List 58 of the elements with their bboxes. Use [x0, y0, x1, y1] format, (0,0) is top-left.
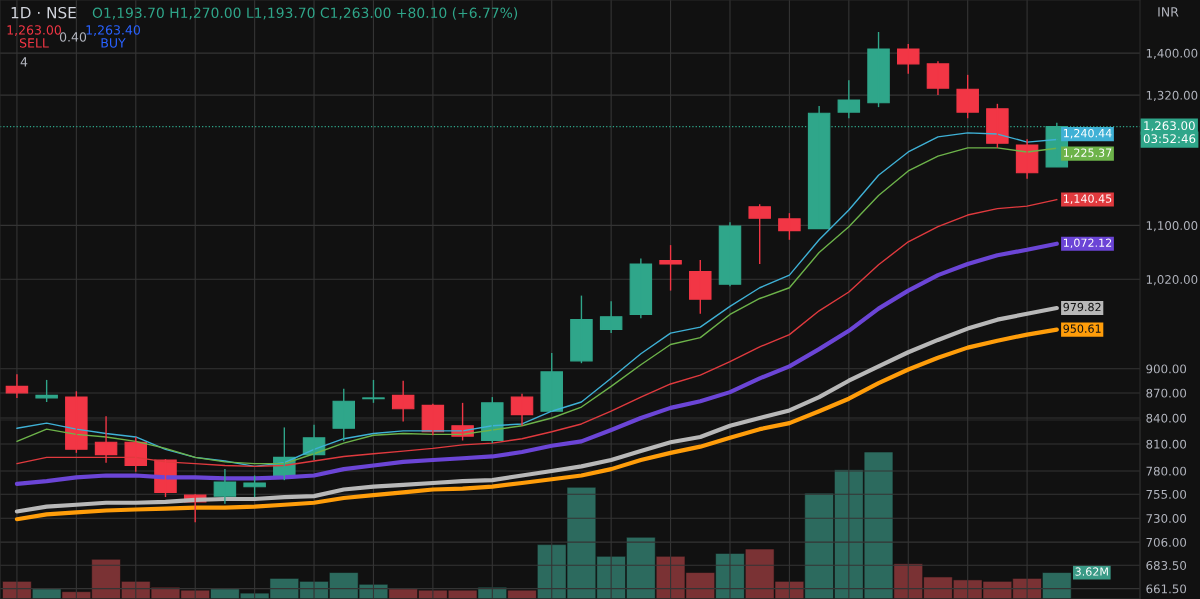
data-label: 979.82 — [1063, 302, 1101, 312]
candlestick — [897, 43, 920, 75]
y-tick-label: 870.00 — [1146, 388, 1187, 398]
y-tick-label: 706.00 — [1146, 537, 1187, 547]
candlestick — [926, 60, 950, 96]
candlestick — [243, 474, 266, 498]
y-tick-label: 661.50 — [1146, 584, 1187, 594]
text: 03:52:46 — [1143, 134, 1196, 144]
annotation: 0.40 — [59, 32, 87, 42]
candlestick — [362, 379, 385, 404]
line-series — [14, 241, 1059, 486]
candlestick — [837, 79, 861, 119]
data-label: 1,072.12 — [1063, 238, 1112, 249]
candlestick — [65, 390, 88, 454]
candlestick — [629, 257, 653, 319]
y-tick-label: 1,020.00 — [1146, 275, 1198, 286]
y-tick-label: 840.00 — [1146, 413, 1187, 423]
candlestick — [391, 380, 415, 423]
candlestick — [5, 373, 29, 399]
candlestick — [570, 294, 593, 364]
data-label: 950.61 — [1063, 324, 1101, 333]
candlestick — [867, 31, 890, 108]
data-label: 1,225.37 — [1063, 148, 1112, 158]
candlestick — [481, 396, 504, 444]
candlestick — [986, 103, 1009, 149]
candlestick — [659, 244, 682, 292]
text: INR — [1158, 7, 1179, 17]
candlestick — [510, 393, 534, 427]
y-tick-label: 755.00 — [1146, 489, 1187, 499]
annotation: 1,263.40 — [86, 25, 140, 36]
y-tick-label: 810.00 — [1146, 439, 1187, 449]
candlestick — [689, 259, 712, 315]
candlestick — [718, 221, 742, 288]
annotation: SELL — [19, 38, 49, 48]
data-label: 1,240.44 — [1063, 128, 1112, 139]
data-label: 1,140.45 — [1063, 194, 1112, 204]
ref-line-label: 1,263.00 — [1144, 121, 1195, 132]
candlestick — [599, 300, 623, 334]
y-tick-label: 683.50 — [1146, 561, 1187, 570]
y-tick-label: 1,320.00 — [1146, 90, 1198, 101]
annotation: 1,263.00 — [7, 25, 61, 36]
y-tick-label: 780.00 — [1146, 466, 1187, 476]
y-tick-label: 1,400.00 — [1146, 48, 1198, 59]
annotation: 4 — [20, 57, 28, 67]
text: 3.62M — [1075, 567, 1108, 576]
candlestick — [35, 379, 58, 403]
candlestick — [778, 212, 801, 241]
chart-subtitle: O1,193.70 H1,270.00 L1,193.70 C1,263.00 +80.10 (+6.77%) — [92, 7, 518, 20]
candlestick — [956, 74, 979, 119]
y-tick-label: 900.00 — [1146, 364, 1187, 374]
y-tick-label: 1,100.00 — [1146, 221, 1198, 232]
chart-title: 1D · NSE — [11, 6, 76, 19]
annotation: BUY — [101, 38, 126, 48]
candlestick — [748, 203, 771, 265]
candlestick — [213, 468, 237, 505]
candlestick — [540, 352, 563, 412]
candlestick — [332, 388, 356, 443]
y-tick-label: 730.00 — [1146, 514, 1187, 523]
